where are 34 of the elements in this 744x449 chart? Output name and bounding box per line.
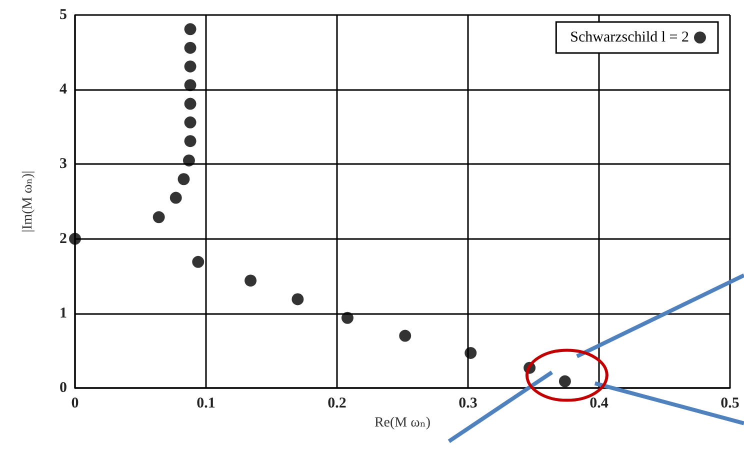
point xyxy=(170,192,182,204)
point xyxy=(184,79,196,92)
x-tick-label: 0.2 xyxy=(328,396,346,412)
point xyxy=(184,23,196,36)
y-tick-label: 4 xyxy=(60,82,68,98)
point xyxy=(184,116,196,128)
point xyxy=(464,346,477,359)
point xyxy=(292,293,304,306)
point xyxy=(558,375,571,388)
point xyxy=(184,42,196,54)
y-axis-title: |Im(M ωₙ)| xyxy=(20,170,36,232)
y-tick-label: 1 xyxy=(60,305,67,322)
y-tick-label: 2 xyxy=(60,230,67,247)
x-tick-label: 0.4 xyxy=(590,396,609,412)
point xyxy=(184,98,196,110)
y-tick-label: 5 xyxy=(60,7,67,23)
x-tick-label: 0.5 xyxy=(720,396,740,412)
legend-label: Schwarzschild l = 2 xyxy=(570,30,689,46)
point xyxy=(341,312,354,324)
point xyxy=(152,211,165,224)
y-tick-label: 0 xyxy=(60,380,67,396)
x-tick-label: 0.3 xyxy=(458,396,478,412)
point xyxy=(244,274,257,287)
x-tick-label: 0.1 xyxy=(196,396,216,412)
point xyxy=(399,330,412,342)
point xyxy=(182,154,195,166)
point xyxy=(69,232,81,245)
point xyxy=(184,135,196,148)
x-axis-title: Re(M ωₙ) xyxy=(374,416,431,430)
y-tick-label: 3 xyxy=(60,156,67,172)
point xyxy=(192,256,204,268)
point xyxy=(184,60,196,72)
point xyxy=(178,173,190,186)
x-tick-label: 0 xyxy=(71,396,79,412)
